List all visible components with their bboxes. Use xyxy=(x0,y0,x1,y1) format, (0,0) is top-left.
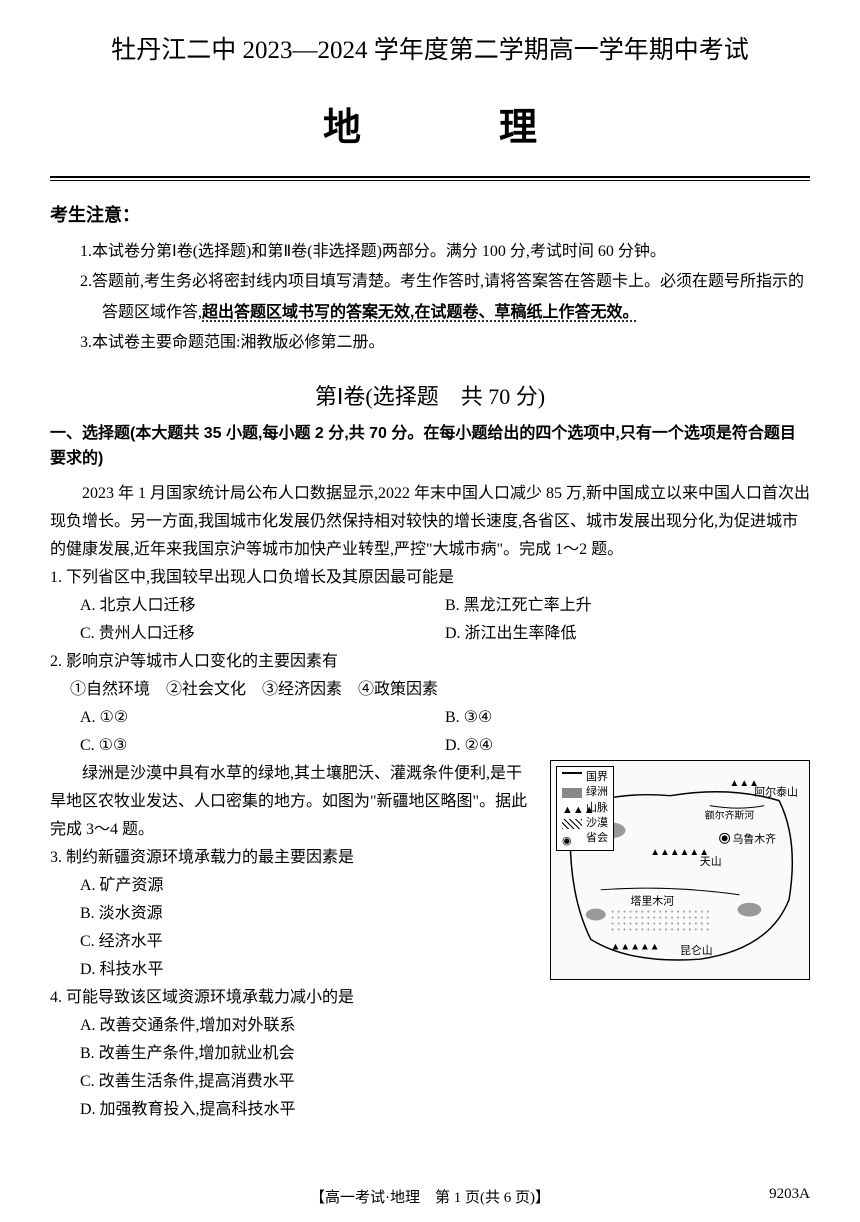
notice-list: 1.本试卷分第Ⅰ卷(选择题)和第Ⅱ卷(非选择题)两部分。满分 100 分,考试时… xyxy=(50,237,810,359)
q2-options: A. ①② B. ③④ C. ①③ D. ②④ xyxy=(50,704,810,760)
svg-text:塔里木河: 塔里木河 xyxy=(630,894,674,907)
svg-text:天山: 天山 xyxy=(700,855,722,868)
q4-opt-a: A. 改善交通条件,增加对外联系 xyxy=(80,1012,810,1040)
svg-text:▲▲▲▲▲: ▲▲▲▲▲ xyxy=(611,941,660,952)
map-legend: 国界 绿洲 ▲▲▲山脉 沙漠 ◉省会 xyxy=(556,766,614,851)
svg-text:乌鲁木齐: 乌鲁木齐 xyxy=(733,831,777,845)
section-title: 第Ⅰ卷(选择题 共 70 分) xyxy=(50,379,810,411)
q2-opt-c: C. ①③ xyxy=(80,732,445,760)
q2-opt-d: D. ②④ xyxy=(445,732,810,760)
svg-text:额尔齐斯河: 额尔齐斯河 xyxy=(705,808,755,821)
q3-opt-c: C. 经济水平 xyxy=(80,928,530,956)
passage-1: 2023 年 1 月国家统计局公布人口数据显示,2022 年末中国人口减少 85… xyxy=(50,480,810,564)
passage-2: 绿洲是沙漠中具有水草的绿地,其土壤肥沃、灌溉条件便利,是干旱地区农牧业发达、人口… xyxy=(50,760,530,844)
q4-opt-c: C. 改善生活条件,提高消费水平 xyxy=(80,1068,810,1096)
notice-item: 3.本试卷主要命题范围:湘教版必修第二册。 xyxy=(80,328,810,358)
notice-item: 1.本试卷分第Ⅰ卷(选择题)和第Ⅱ卷(非选择题)两部分。满分 100 分,考试时… xyxy=(80,237,810,267)
q2-opt-a: A. ①② xyxy=(80,704,445,732)
q1-opt-c: C. 贵州人口迁移 xyxy=(80,620,445,648)
q4-stem: 4. 可能导致该区域资源环境承载力减小的是 xyxy=(50,984,810,1012)
svg-text:阿尔泰山: 阿尔泰山 xyxy=(754,784,798,798)
page-footer: 【高一考试·地理 第 1 页(共 6 页)】 9203A xyxy=(50,1186,810,1207)
q3-opt-b: B. 淡水资源 xyxy=(80,900,530,928)
xinjiang-map: 国界 绿洲 ▲▲▲山脉 沙漠 ◉省会 ▲▲▲ 阿尔泰山 ▲▲▲▲▲▲ 天山 ▲▲… xyxy=(550,760,810,980)
q3-opt-a: A. 矿产资源 xyxy=(80,872,530,900)
svg-text:昆仑山: 昆仑山 xyxy=(680,943,713,957)
subject-title: 地 理 xyxy=(50,96,810,151)
q1-stem: 1. 下列省区中,我国较早出现人口负增长及其原因最可能是 xyxy=(50,564,810,592)
q3-opt-d: D. 科技水平 xyxy=(80,956,530,984)
q3-options: A. 矿产资源 B. 淡水资源 C. 经济水平 D. 科技水平 xyxy=(50,872,530,984)
exam-header: 牡丹江二中 2023—2024 学年度第二学期高一学年期中考试 xyxy=(50,30,810,66)
q1-opt-a: A. 北京人口迁移 xyxy=(80,592,445,620)
q4-opt-b: B. 改善生产条件,增加就业机会 xyxy=(80,1040,810,1068)
q1-options: A. 北京人口迁移 B. 黑龙江死亡率上升 C. 贵州人口迁移 D. 浙江出生率… xyxy=(50,592,810,648)
q3-stem: 3. 制约新疆资源环境承载力的最主要因素是 xyxy=(50,844,530,872)
map-section: 绿洲是沙漠中具有水草的绿地,其土壤肥沃、灌溉条件便利,是干旱地区农牧业发达、人口… xyxy=(50,760,810,984)
q2-sub: ①自然环境 ②社会文化 ③经济因素 ④政策因素 xyxy=(50,676,810,704)
q4-options: A. 改善交通条件,增加对外联系 B. 改善生产条件,增加就业机会 C. 改善生… xyxy=(50,1012,810,1124)
notice-title: 考生注意： xyxy=(50,201,810,227)
divider xyxy=(50,176,810,181)
section-header: 一、选择题(本大题共 35 小题,每小题 2 分,共 70 分。在每小题给出的四… xyxy=(50,421,810,472)
footer-code: 9203A xyxy=(730,1186,810,1207)
q1-opt-b: B. 黑龙江死亡率上升 xyxy=(445,592,810,620)
footer-page: 【高一考试·地理 第 1 页(共 6 页)】 xyxy=(130,1186,730,1207)
notice-item: 2.答题前,考生务必将密封线内项目填写清楚。考生作答时,请将答案答在答题卡上。必… xyxy=(80,267,810,328)
q2-opt-b: B. ③④ xyxy=(445,704,810,732)
q4-opt-d: D. 加强教育投入,提高科技水平 xyxy=(80,1096,810,1124)
q1-opt-d: D. 浙江出生率降低 xyxy=(445,620,810,648)
q2-stem: 2. 影响京沪等城市人口变化的主要因素有 xyxy=(50,648,810,676)
